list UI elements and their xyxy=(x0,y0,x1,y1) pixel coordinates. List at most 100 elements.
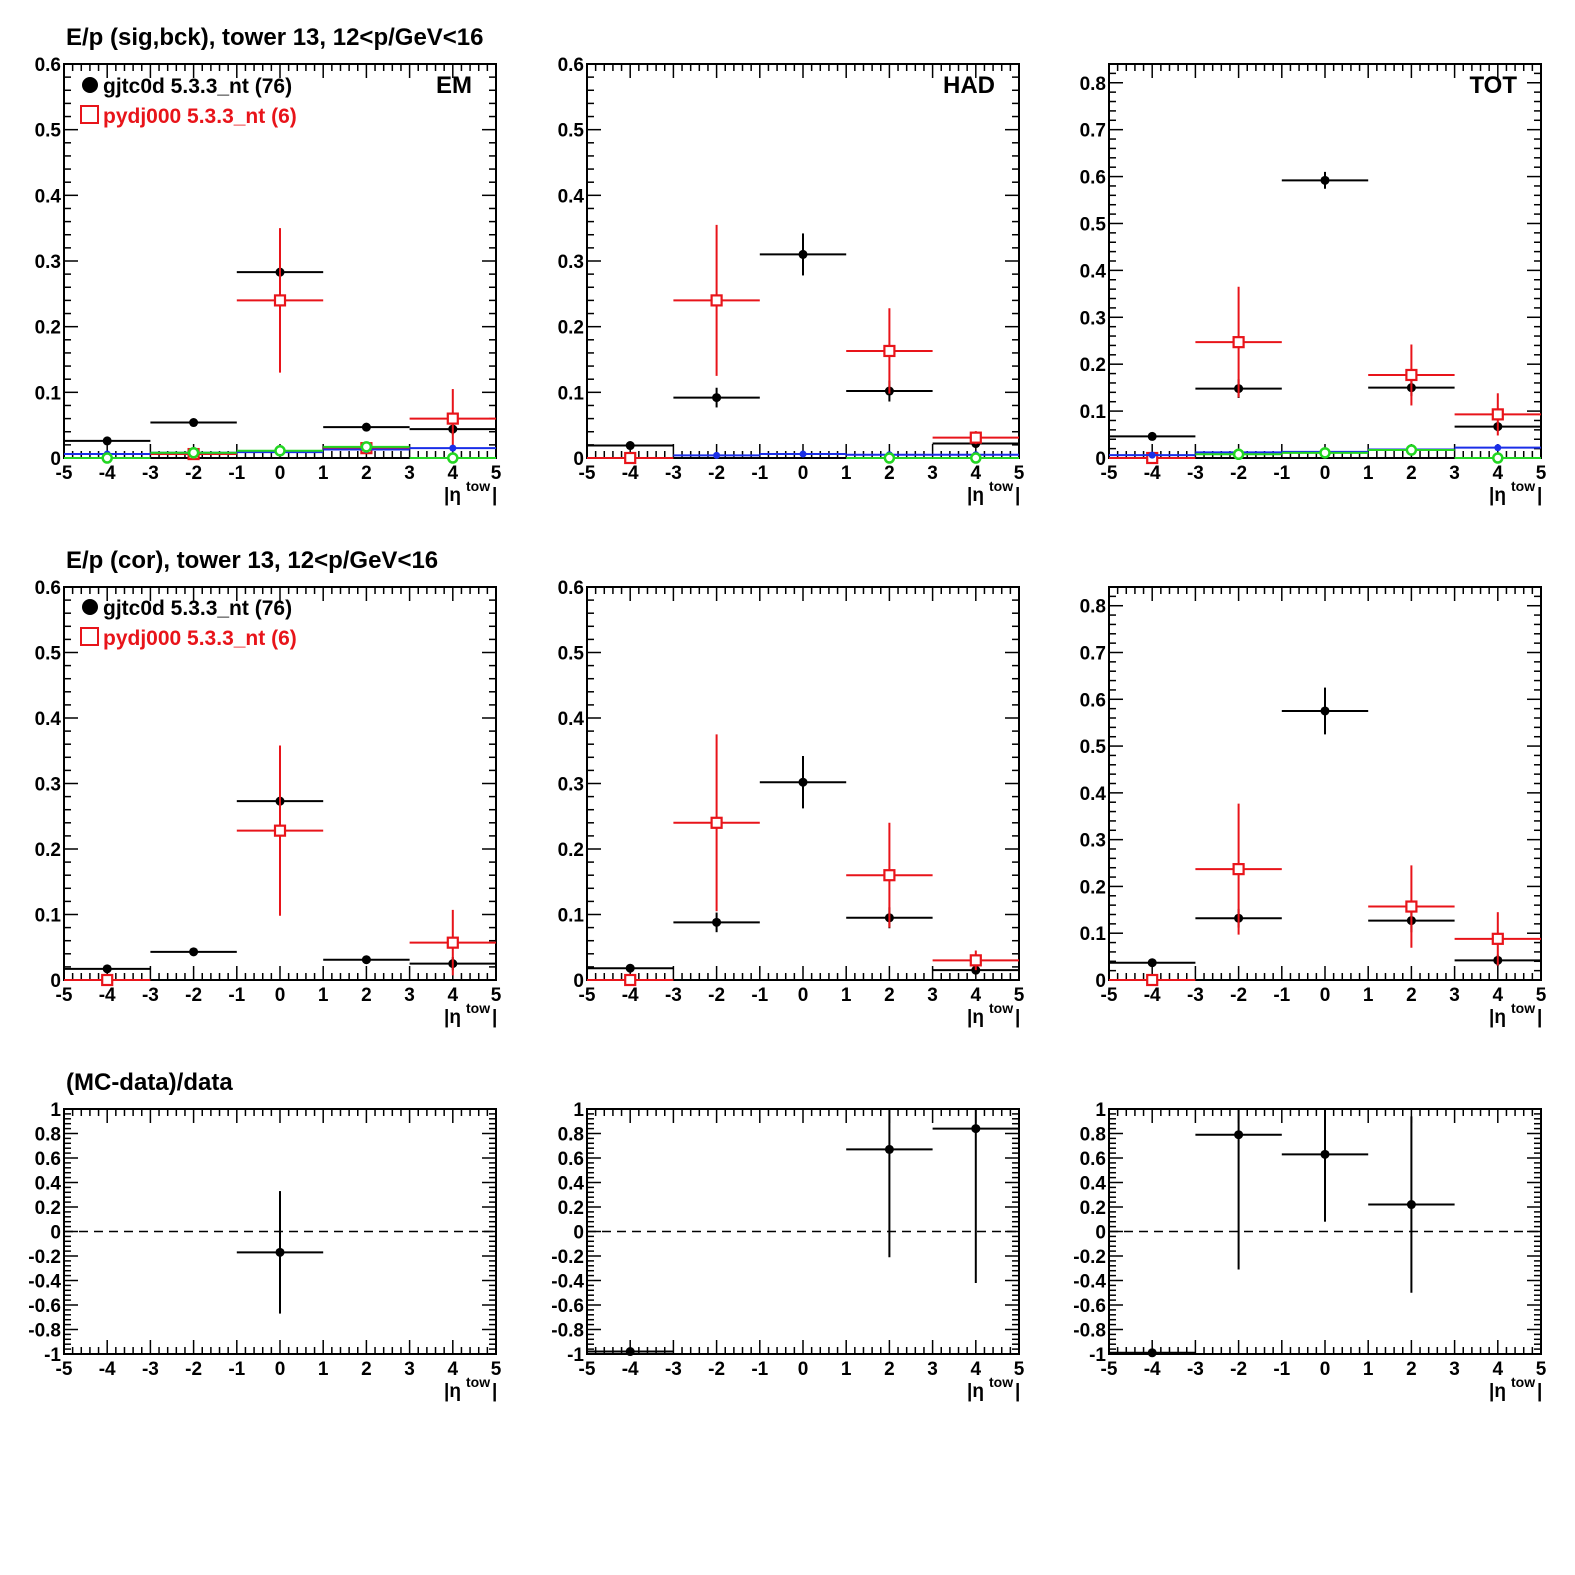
x-tick-label: -1 xyxy=(1273,985,1290,1006)
x-axis-label-close: | xyxy=(492,1381,497,1402)
x-tick-label: 2 xyxy=(361,985,372,1006)
y-tick-label: 0.1 xyxy=(558,906,585,927)
y-tick-label: 0.3 xyxy=(558,775,584,796)
series-mc xyxy=(587,734,1019,987)
data-point xyxy=(449,444,457,452)
x-tick-label: 1 xyxy=(841,985,852,1006)
data-point xyxy=(624,451,637,465)
y-tick-label: 0.7 xyxy=(1080,644,1106,665)
x-tick-label: -5 xyxy=(1101,463,1118,484)
data-point xyxy=(1320,175,1330,185)
legend-sigbck: gjtc0d 5.3.3_nt (76) pydj000 5.3.3_nt (6… xyxy=(80,75,297,128)
x-tick-label: 2 xyxy=(884,1359,895,1380)
y-tick-label: 0.3 xyxy=(558,252,584,273)
data-point xyxy=(624,973,637,987)
y-tick-label: 0.8 xyxy=(558,1125,584,1146)
data-point xyxy=(1405,368,1418,382)
y-tick-label: 0.8 xyxy=(35,1125,61,1146)
y-tick-label: -1 xyxy=(1089,1345,1106,1366)
y-tick-label: 0.4 xyxy=(1080,1174,1107,1195)
y-tick-label: -0.8 xyxy=(1073,1321,1106,1342)
x-tick-label: 2 xyxy=(361,1359,372,1380)
y-tick-label: 0.4 xyxy=(1080,784,1107,805)
series-mc xyxy=(150,228,496,461)
data-point xyxy=(1405,900,1418,913)
x-axis-label-sup: tow xyxy=(466,478,490,494)
series-data xyxy=(1109,171,1541,441)
x-tick-label: -4 xyxy=(99,1359,116,1380)
x-axis-label-sup: tow xyxy=(1511,1000,1535,1016)
y-tick-label: 0.1 xyxy=(35,906,62,927)
x-tick-label: -1 xyxy=(751,1359,768,1380)
chart-sigbck-had: -5 -4 -3 -2 -1 0 1 2 3 4 5 0 0.1 0.2 0.3 0.4 0.5 0.6 |η tow… xyxy=(558,55,1025,506)
y-tick-label: -1 xyxy=(567,1345,584,1366)
x-tick-label: -2 xyxy=(708,1359,725,1380)
x-tick-label: 1 xyxy=(1363,463,1374,484)
y-tick-label: 0.2 xyxy=(1080,877,1106,898)
x-axis-label: |η xyxy=(967,485,984,506)
x-tick-label: 1 xyxy=(1363,1359,1374,1380)
panel-label: TOT xyxy=(1469,72,1517,99)
data-point xyxy=(274,445,286,457)
y-tick-label: 0.3 xyxy=(35,775,61,796)
chart-cor-had: -5 -4 -3 -2 -1 0 1 2 3 4 5 0 0.1 0.2 0.3 0.4 0.5 0.6 |η tow… xyxy=(558,578,1025,1028)
x-tick-label: -2 xyxy=(185,985,202,1006)
x-tick-label: 3 xyxy=(927,985,938,1006)
y-tick-label: 0.2 xyxy=(558,840,584,861)
y-tick-label: -0.4 xyxy=(28,1272,61,1293)
x-axis-label-sup: tow xyxy=(989,1374,1013,1390)
x-axis-label-close: | xyxy=(1537,485,1542,506)
data-point xyxy=(273,824,287,837)
y-tick-label: 0 xyxy=(573,971,584,992)
data-point xyxy=(102,964,112,974)
data-point xyxy=(189,947,199,957)
series-green xyxy=(846,452,1019,464)
x-tick-label: 2 xyxy=(884,463,895,484)
x-tick-label: 5 xyxy=(1014,463,1025,484)
x-tick-label: -4 xyxy=(1144,985,1161,1006)
x-tick-label: -1 xyxy=(228,1359,245,1380)
data-point xyxy=(1232,448,1245,460)
series-mc xyxy=(587,224,1019,465)
x-tick-label: 0 xyxy=(275,985,286,1006)
x-tick-label: -5 xyxy=(579,1359,596,1380)
series-data xyxy=(587,233,1019,451)
y-tick-label: 0.3 xyxy=(1080,308,1106,329)
y-tick-label: 0.2 xyxy=(558,318,584,339)
chart-sigbck-tot: -5 -4 -3 -2 -1 0 1 2 3 4 5 0 0.1 0.2 0.3 0.4 0.5 0.6 0.7 0.… xyxy=(1080,63,1547,506)
y-tick-label: 0.1 xyxy=(558,383,585,404)
series-data xyxy=(587,1109,1019,1357)
x-tick-label: 5 xyxy=(491,463,502,484)
x-tick-label: -1 xyxy=(228,463,245,484)
data-point xyxy=(446,412,459,425)
x-axis-label-sup: tow xyxy=(1511,478,1535,494)
x-tick-label: 3 xyxy=(927,463,938,484)
y-tick-label: -0.6 xyxy=(1073,1296,1106,1317)
data-point xyxy=(275,1247,285,1257)
y-tick-label: 0.5 xyxy=(558,121,585,142)
data-point xyxy=(969,431,982,444)
data-point xyxy=(798,249,808,259)
x-tick-label: -3 xyxy=(1187,1359,1204,1380)
x-tick-label: 0 xyxy=(798,463,809,484)
y-tick-label: 1 xyxy=(1095,1100,1106,1121)
plot-frame xyxy=(1108,586,1542,981)
y-tick-label: 0.6 xyxy=(1080,690,1106,711)
y-tick-label: 0.4 xyxy=(558,1174,585,1195)
x-tick-label: 4 xyxy=(448,1359,459,1380)
y-tick-label: 0.5 xyxy=(1080,214,1107,235)
y-tick-label: -0.4 xyxy=(551,1272,584,1293)
x-tick-label: -5 xyxy=(1101,1359,1118,1380)
legend-data-marker xyxy=(82,599,98,615)
x-tick-label: 4 xyxy=(448,985,459,1006)
x-tick-label: 3 xyxy=(404,1359,415,1380)
x-tick-label: -2 xyxy=(708,985,725,1006)
y-tick-label: 0.5 xyxy=(35,644,62,665)
data-point xyxy=(446,936,459,949)
x-axis-label-sup: tow xyxy=(1511,1374,1535,1390)
x-tick-label: 1 xyxy=(1363,985,1374,1006)
y-tick-label: 0.4 xyxy=(1080,261,1107,282)
x-tick-label: -1 xyxy=(751,463,768,484)
series-data xyxy=(64,264,496,446)
y-tick-label: 0.4 xyxy=(558,709,585,730)
